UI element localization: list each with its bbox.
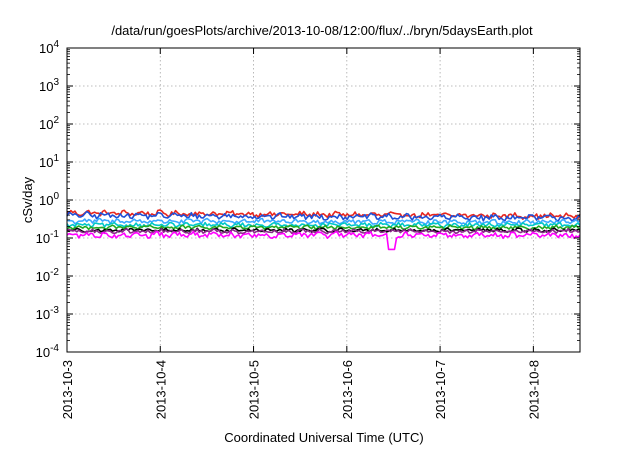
- series-line-2: [66, 210, 581, 222]
- y-tick-label: 104: [39, 39, 59, 56]
- series-line-1: [66, 209, 581, 220]
- x-tick-label: 2013-10-6: [340, 360, 355, 419]
- x-tick-label: 2013-10-8: [526, 360, 541, 419]
- y-tick-label: 10-4: [36, 343, 60, 360]
- y-tick-label: 10-2: [36, 267, 60, 284]
- series-line-4: [66, 221, 581, 229]
- series-layer: [66, 209, 581, 251]
- series-line-5: [66, 224, 581, 231]
- ticks: [66, 47, 580, 353]
- y-tick-label: 100: [39, 191, 59, 208]
- x-tick-labels: 2013-10-3 2013-10-4 2013-10-5 2013-10-6 2013…: [60, 360, 541, 419]
- x-axis-label: Coordinated Universal Time (UTC): [224, 430, 423, 445]
- series-line-8: [66, 230, 581, 251]
- grid: [67, 48, 580, 352]
- y-tick-label: 10-1: [36, 229, 60, 246]
- y-axis-label: cSv/day: [20, 176, 35, 223]
- x-tick-label: 2013-10-5: [247, 360, 262, 419]
- y-tick-label: 103: [39, 77, 59, 94]
- series-line-7: [66, 228, 581, 235]
- y-tick-label: 101: [39, 153, 59, 170]
- y-tick-labels: 10-4 10-3 10-2 10-1 100 101 102 103 104: [36, 39, 60, 360]
- y-tick-label: 102: [39, 115, 59, 132]
- series-line-3: [66, 217, 581, 226]
- y-tick-label: 10-3: [36, 305, 60, 322]
- x-tick-label: 2013-10-3: [60, 360, 75, 419]
- chart-title: /data/run/goesPlots/archive/2013-10-08/1…: [111, 23, 533, 38]
- x-tick-label: 2013-10-7: [433, 360, 448, 419]
- x-tick-label: 2013-10-4: [153, 360, 168, 419]
